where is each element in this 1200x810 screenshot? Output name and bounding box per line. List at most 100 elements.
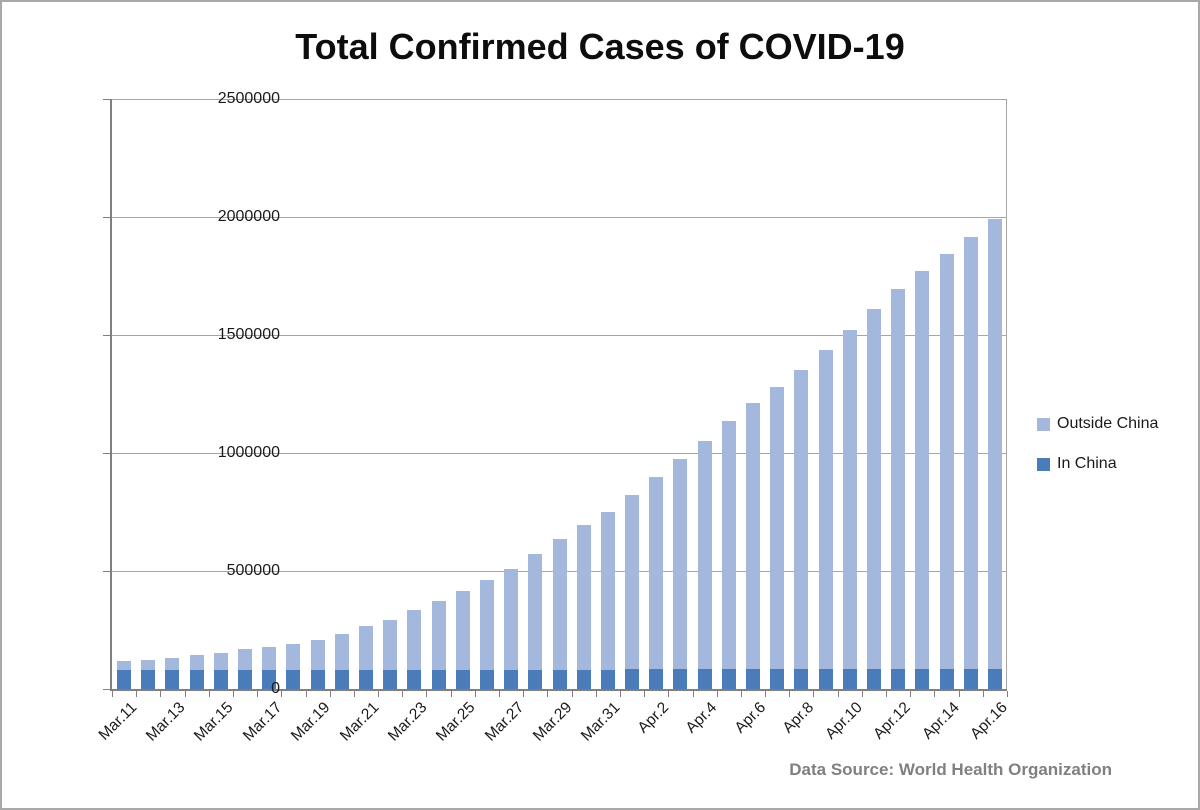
x-axis-tick-label: Mar.25 — [433, 699, 479, 745]
bar-segment-outside-china — [407, 610, 422, 670]
bar-segment-outside-china — [310, 639, 325, 670]
x-axis-tick — [837, 691, 839, 697]
x-axis-tick — [378, 691, 380, 697]
x-axis-tick — [402, 691, 404, 697]
stacked-bar-Mar.31 — [600, 511, 615, 689]
bar-segment-in-china — [189, 669, 204, 689]
bar-segment-outside-china — [479, 579, 494, 670]
bar-segment-in-china — [770, 669, 785, 689]
stacked-bar-Apr.14 — [939, 253, 954, 689]
data-source-note: Data Source: World Health Organization — [789, 760, 1112, 779]
x-axis-tick — [160, 691, 162, 697]
stacked-bar-Mar.26 — [479, 579, 494, 689]
bar-segment-outside-china — [987, 219, 1002, 670]
bar-segment-outside-china — [213, 652, 228, 670]
bar-segment-outside-china — [528, 554, 543, 670]
bar-segment-in-china — [286, 669, 301, 689]
legend-item-outside-china: Outside China — [1037, 415, 1158, 433]
stacked-bar-Apr.5 — [721, 421, 736, 689]
stacked-bar-Mar.18 — [286, 643, 301, 689]
bar-segment-outside-china — [721, 421, 736, 670]
x-axis-tick — [232, 691, 234, 697]
y-axis-tick — [103, 216, 110, 218]
plot-area — [103, 98, 1008, 697]
bar-segment-outside-china — [504, 568, 519, 670]
x-axis-tick — [692, 691, 694, 697]
plot-right-border — [1006, 99, 1007, 689]
x-axis-tick-label: Apr.2 — [634, 699, 673, 737]
chart-title: Total Confirmed Cases of COVID-19 — [295, 26, 905, 67]
bar-segment-in-china — [504, 669, 519, 689]
x-axis-tick-label: Mar.13 — [142, 699, 189, 745]
bar-segment-in-china — [455, 669, 470, 689]
bar-segment-outside-china — [552, 539, 567, 670]
bar-segment-outside-china — [600, 511, 615, 670]
x-axis-tick — [353, 691, 355, 697]
x-axis-tick-label: Apr.8 — [779, 699, 818, 737]
x-axis-tick — [305, 691, 307, 697]
stacked-bar-Apr.1 — [625, 494, 640, 689]
x-axis-line — [110, 689, 1007, 691]
bar-segment-outside-china — [431, 601, 446, 670]
x-axis-tick — [934, 691, 936, 697]
bar-segment-in-china — [334, 669, 349, 689]
x-axis-tick — [668, 691, 670, 697]
bar-segment-in-china — [238, 669, 253, 689]
bar-segment-in-china — [721, 669, 736, 689]
bar-segment-in-china — [794, 669, 809, 689]
stacked-bar-Mar.22 — [383, 620, 398, 689]
stacked-bar-Apr.9 — [818, 350, 833, 689]
x-axis-tick — [184, 691, 186, 697]
stacked-bar-Mar.30 — [576, 525, 591, 689]
stacked-bar-Mar.28 — [528, 554, 543, 689]
bar-segment-outside-china — [697, 440, 712, 670]
bar-segment-in-china — [891, 669, 906, 689]
stacked-bar-Mar.12 — [141, 659, 156, 689]
bar-segment-outside-china — [625, 494, 640, 670]
bar-segment-outside-china — [165, 657, 180, 670]
x-axis-tick — [886, 691, 888, 697]
y-axis-tick-label: 2000000 — [217, 208, 280, 225]
bar-segment-outside-china — [866, 308, 881, 670]
x-axis-tick — [257, 691, 259, 697]
bar-segment-outside-china — [842, 330, 857, 670]
x-axis-tick — [958, 691, 960, 697]
x-axis-tick — [450, 691, 452, 697]
stacked-bar-Mar.21 — [358, 626, 373, 689]
y-axis-tick — [103, 688, 110, 690]
bar-segment-outside-china — [383, 620, 398, 670]
stacked-bar-Mar.25 — [455, 591, 470, 689]
legend-swatch-outside-china-icon — [1037, 417, 1050, 431]
bar-segment-outside-china — [334, 633, 349, 670]
bar-segment-outside-china — [818, 350, 833, 670]
bar-segment-in-china — [697, 669, 712, 689]
stacked-bar-Apr.10 — [842, 330, 857, 689]
x-axis-tick — [813, 691, 815, 697]
bar-segment-in-china — [431, 669, 446, 689]
x-axis-tick — [789, 691, 791, 697]
stacked-bar-Mar.11 — [117, 661, 132, 689]
y-axis-tick — [103, 334, 110, 336]
bar-segment-outside-china — [286, 643, 301, 670]
legend-item-in-china: In China — [1037, 455, 1158, 473]
x-axis-tick — [281, 691, 283, 697]
x-axis-tick — [910, 691, 912, 697]
bar-segment-outside-china — [649, 477, 664, 670]
bar-segment-outside-china — [915, 270, 930, 670]
bar-segment-in-china — [576, 669, 591, 689]
x-axis-tick — [619, 691, 621, 697]
stacked-bar-Apr.11 — [866, 308, 881, 689]
x-axis-tick-label: Mar.21 — [336, 699, 383, 745]
x-axis-tick-label: Apr.4 — [683, 699, 721, 737]
x-axis-tick — [716, 691, 718, 697]
bar-segment-in-china — [117, 669, 132, 689]
y-axis-tick — [103, 570, 110, 572]
bar-segment-in-china — [673, 669, 688, 689]
bar-segment-outside-china — [746, 403, 760, 670]
bar-segment-outside-china — [455, 591, 470, 670]
bar-segment-in-china — [600, 669, 615, 689]
bar-segment-in-china — [552, 669, 567, 689]
x-axis-tick — [547, 691, 549, 697]
gridline — [112, 216, 1007, 218]
stacked-bar-Mar.20 — [334, 633, 349, 689]
